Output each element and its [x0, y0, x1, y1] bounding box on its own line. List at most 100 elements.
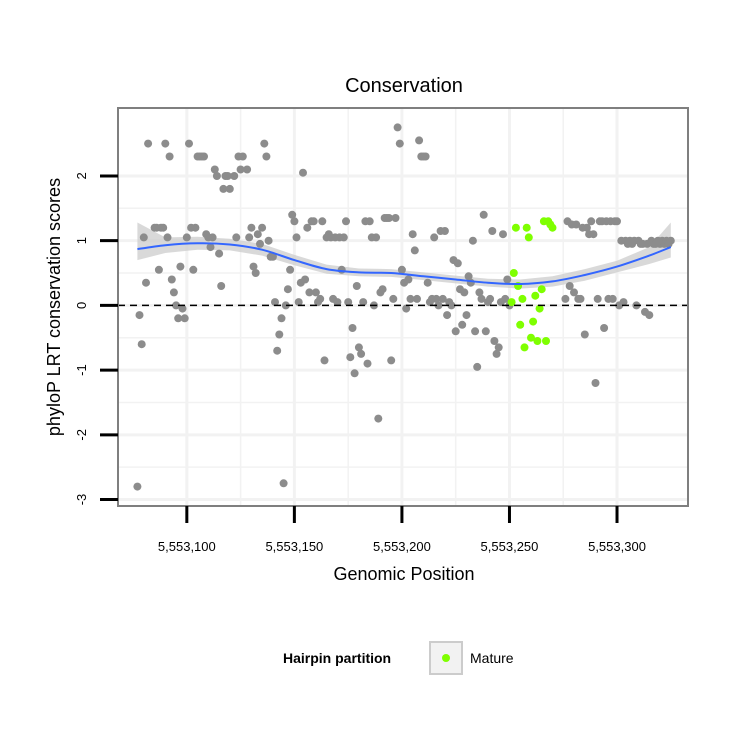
data-point [268, 252, 277, 261]
data-point-mature [516, 320, 525, 329]
data-point [589, 230, 598, 239]
data-points [133, 123, 675, 491]
data-point [397, 265, 406, 274]
y-axis-title: phyloP LRT conservation scores [44, 178, 64, 436]
data-point [264, 236, 273, 245]
data-point [415, 136, 424, 145]
data-point [477, 294, 486, 303]
data-point [357, 349, 366, 358]
data-point [494, 343, 503, 352]
data-point [236, 165, 245, 174]
data-point [200, 152, 208, 161]
data-point [593, 294, 602, 303]
data-point [492, 349, 501, 358]
data-point [301, 275, 310, 284]
data-point-mature [524, 233, 533, 242]
plot-panel [117, 107, 689, 507]
data-point [305, 288, 314, 297]
data-point [423, 278, 432, 287]
data-point [348, 324, 357, 332]
data-point [393, 123, 402, 132]
data-point [406, 294, 415, 303]
data-point [447, 301, 456, 310]
data-point [283, 285, 292, 294]
data-point [499, 230, 507, 239]
data-point [279, 479, 288, 488]
data-point [408, 230, 417, 239]
data-point [372, 233, 381, 242]
smooth-trend-line [137, 242, 672, 286]
data-point [561, 294, 570, 303]
data-point [359, 298, 368, 307]
data-point [600, 324, 609, 332]
data-point [318, 217, 327, 226]
data-point [481, 327, 490, 336]
legend-title: Hairpin partition [283, 650, 391, 666]
data-point [172, 301, 181, 310]
data-point-mature [542, 337, 550, 345]
data-point [344, 298, 353, 307]
y-tick-label: 0 [74, 302, 89, 309]
data-point [163, 233, 172, 242]
legend-label-mature: Mature [470, 650, 514, 666]
x-axis-title: Genomic Position [333, 564, 474, 584]
data-point [402, 304, 411, 313]
data-point [462, 311, 471, 320]
x-tick-label: 5,553,250 [481, 539, 539, 554]
data-point [580, 330, 589, 339]
data-point [294, 298, 303, 307]
data-point [473, 362, 482, 371]
data-point [277, 314, 286, 323]
data-point [365, 217, 374, 226]
data-point [501, 294, 510, 303]
data-point [243, 165, 252, 174]
data-point [339, 233, 348, 242]
data-point [286, 265, 295, 274]
data-point [290, 217, 299, 226]
data-point [161, 139, 170, 148]
data-point [292, 233, 301, 242]
data-point [208, 233, 217, 242]
data-point [346, 353, 355, 362]
data-point [271, 298, 279, 307]
data-point [565, 282, 574, 290]
data-point [352, 282, 361, 290]
data-point [440, 227, 449, 235]
data-point [225, 184, 234, 193]
y-axis: -3 -2 -1 0 1 2 [74, 172, 118, 505]
chart-title: Conservation [345, 75, 463, 97]
data-point [273, 346, 282, 355]
data-point [247, 223, 256, 232]
data-point [176, 262, 185, 271]
data-point [488, 227, 497, 235]
data-point [378, 285, 387, 294]
data-point [479, 210, 488, 219]
data-point-mature [509, 269, 518, 277]
data-point [316, 294, 325, 303]
x-tick-label: 5,553,100 [158, 539, 216, 554]
data-point [503, 275, 512, 284]
data-point [451, 327, 460, 336]
data-point [666, 236, 675, 245]
data-point [490, 337, 499, 345]
data-point [475, 288, 484, 297]
data-point [206, 243, 215, 252]
data-point [281, 301, 290, 310]
data-point [139, 233, 148, 242]
data-point [135, 311, 144, 320]
data-point-mature [533, 337, 542, 345]
data-point-mature [520, 343, 529, 352]
data-point [258, 223, 267, 232]
data-point [404, 275, 413, 284]
data-point [311, 288, 320, 297]
data-point [169, 288, 178, 297]
data-point [256, 239, 264, 248]
data-point-mature [522, 223, 531, 232]
data-point [387, 356, 396, 365]
data-point-mature [507, 298, 516, 307]
data-point [430, 233, 439, 242]
y-tick-label: -1 [74, 364, 89, 376]
data-point [210, 165, 219, 174]
